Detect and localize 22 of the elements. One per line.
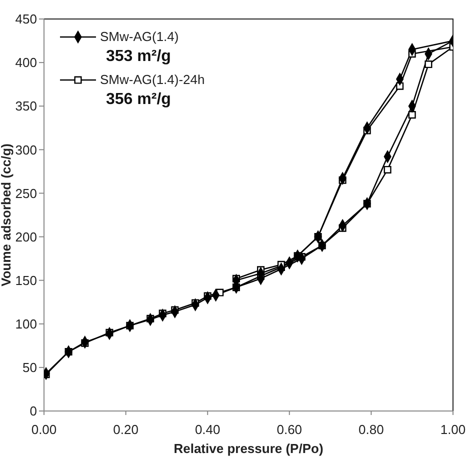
y-tick-label: 350: [15, 98, 37, 114]
x-tick-label: 0.40: [194, 422, 220, 438]
annotation: 353 m²/g: [106, 48, 172, 66]
x-tick-label: 1.00: [440, 422, 466, 438]
annotation: 356 m²/g: [106, 91, 172, 109]
y-tick-label: 150: [15, 272, 37, 288]
y-tick-label: 250: [15, 186, 37, 201]
y-tick-label: 50: [22, 360, 37, 376]
x-tick-label: 0.80: [358, 422, 384, 438]
y-tick-label: 0: [30, 404, 37, 419]
y-tick-label: 450: [15, 12, 37, 27]
legend-label: SMw-AG(1.4): [100, 29, 179, 44]
y-axis-title: Voume adsorbed (cc/g): [0, 144, 14, 286]
y-tick-label: 100: [15, 316, 37, 332]
y-tick-label: 400: [15, 55, 37, 70]
y-tick-label: 200: [15, 229, 37, 244]
x-tick-label: 0.00: [31, 422, 57, 438]
x-axis-title: Relative pressure (P/Po): [174, 441, 324, 456]
x-tick-label: 0.20: [113, 422, 138, 438]
y-tick-label: 300: [15, 142, 37, 158]
x-tick-label: 0.60: [276, 422, 302, 438]
legend-label: SMw-AG(1.4)-24h: [100, 72, 205, 87]
